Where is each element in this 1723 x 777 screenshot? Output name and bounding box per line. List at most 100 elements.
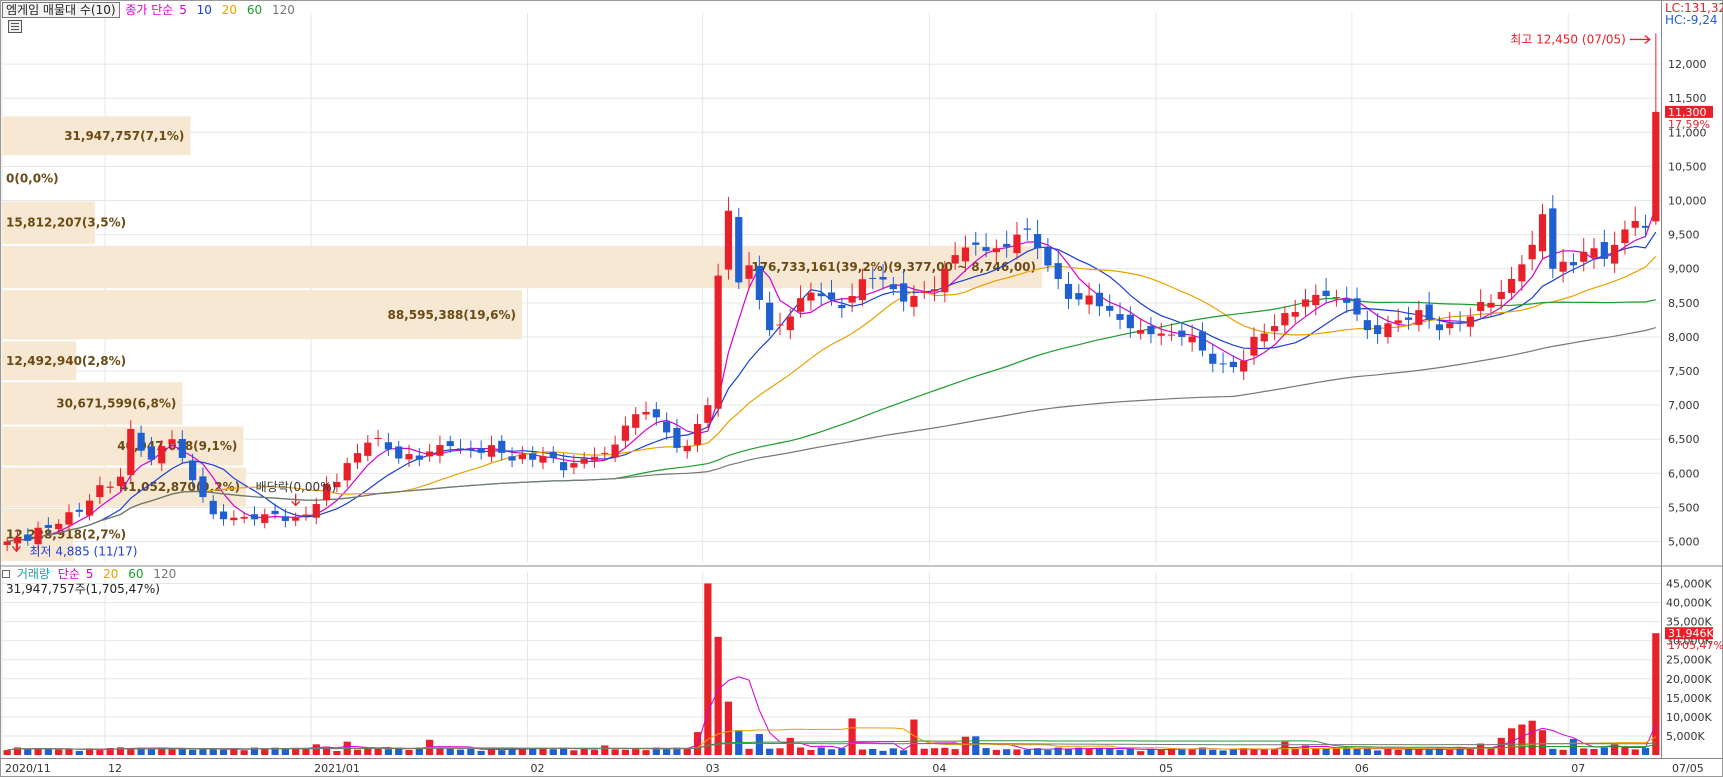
volume-bar <box>384 749 393 755</box>
candle-body <box>1137 330 1145 334</box>
volume-bar <box>827 749 836 755</box>
candle-body <box>343 463 351 481</box>
volume-profile-bar <box>2 382 183 425</box>
date-tick-label: 12 <box>108 762 122 775</box>
volume-bar <box>116 747 125 755</box>
volume-bar <box>75 750 83 755</box>
volume-bar <box>1652 633 1660 755</box>
volume-bar <box>1033 748 1042 755</box>
candle-body <box>127 429 135 476</box>
volume-bar <box>1167 748 1176 755</box>
volume-bar <box>1611 744 1619 755</box>
volume-tick-label: 15,000K <box>1666 692 1712 705</box>
candle-body <box>1219 363 1227 365</box>
ma-period-20: 20 <box>221 3 238 17</box>
candle-body <box>580 458 588 464</box>
candle-body <box>415 455 423 460</box>
volume-bar <box>1219 750 1227 755</box>
volume-label[interactable]: 거래량 <box>16 567 50 581</box>
volume-tick-label: 35,000K <box>1666 616 1712 629</box>
candle-body <box>1209 353 1217 364</box>
candle-body <box>632 414 640 428</box>
date-tick-label: 07 <box>1571 762 1585 775</box>
volume-bar <box>663 749 671 755</box>
volume-bar <box>1137 751 1145 755</box>
candle-body <box>189 460 197 481</box>
volume-bar <box>611 749 619 755</box>
candle-body <box>621 425 630 441</box>
price-tick-label: 6,500 <box>1668 433 1700 446</box>
volume-bar <box>261 749 269 755</box>
candle-body <box>137 432 145 451</box>
volume-bar <box>281 748 289 755</box>
volume-bar <box>941 747 949 755</box>
vol-ma-label: 단순 <box>57 567 80 581</box>
volume-bar <box>1198 747 1207 755</box>
volume-bar <box>477 750 485 755</box>
volume-profile-label: 15,812,207(3,5%) <box>6 216 126 230</box>
candle-body <box>1446 323 1454 329</box>
volume-bar <box>1631 749 1639 755</box>
candle-body <box>1384 323 1392 338</box>
candle-body <box>1291 312 1299 317</box>
volume-profile-label: 176,733,161(39,2%)(9,377,00 ~ 8,746,00) <box>751 260 1036 274</box>
volume-bar <box>776 748 784 755</box>
volume-bar <box>559 747 568 755</box>
price-tick-label: 5,500 <box>1668 501 1700 514</box>
candle-body <box>755 265 763 300</box>
volume-bar <box>446 748 454 755</box>
volume-profile-label: 88,595,388(19,6%) <box>387 308 516 322</box>
volume-bar <box>415 747 423 755</box>
candle-body <box>75 509 83 512</box>
price-chart-tab[interactable]: 엠게임 매물대 수(10) <box>2 2 120 18</box>
candle-body <box>1188 336 1196 343</box>
volume-bar <box>1270 748 1279 755</box>
candle-body <box>1415 310 1423 325</box>
candle-body <box>85 500 94 516</box>
volume-bar <box>642 750 650 755</box>
volume-bar <box>704 583 712 755</box>
volume-bar <box>982 748 990 755</box>
volume-bar <box>838 748 846 755</box>
volume-profile-label: 12,492,940(2,8%) <box>6 354 126 368</box>
volume-bar <box>920 748 928 755</box>
volume-bar <box>1209 749 1217 755</box>
volume-bar <box>1178 748 1186 755</box>
volume-bar <box>34 748 42 755</box>
candle-body <box>1425 304 1433 320</box>
volume-tick-label: 5,000K <box>1666 730 1705 743</box>
candle-body <box>446 441 454 447</box>
candle-body <box>724 210 733 270</box>
volume-bar <box>1085 748 1093 755</box>
volume-bar <box>910 719 918 755</box>
volume-bar <box>1497 737 1505 755</box>
volume-bar <box>1240 748 1248 755</box>
candle-body <box>807 292 815 301</box>
volume-bar <box>580 748 588 755</box>
volume-bar <box>374 748 382 755</box>
candle-body <box>704 405 712 423</box>
candle-body <box>1023 228 1031 230</box>
indicator-list-icon[interactable] <box>8 20 22 33</box>
candle-body <box>1332 297 1341 299</box>
candle-body <box>961 247 970 262</box>
candle-body <box>1518 264 1526 282</box>
volume-bar <box>230 748 238 755</box>
volume-bar <box>467 748 475 755</box>
candle-body <box>642 411 650 415</box>
volume-profile-bar <box>2 245 1042 289</box>
ma-period-10: 10 <box>196 3 212 17</box>
date-tick-label: 06 <box>1355 762 1369 775</box>
volume-bar <box>1322 748 1330 755</box>
date-tick-label: 04 <box>932 762 946 775</box>
candle-body <box>436 445 444 456</box>
candle-body <box>1147 325 1155 335</box>
candle-body <box>920 291 928 293</box>
candle-body <box>1549 208 1557 269</box>
ma-period-5: 5 <box>179 3 187 17</box>
volume-bar <box>683 748 691 755</box>
volume-bar <box>168 748 176 755</box>
candle-body <box>302 514 310 516</box>
candle-body <box>240 516 248 519</box>
